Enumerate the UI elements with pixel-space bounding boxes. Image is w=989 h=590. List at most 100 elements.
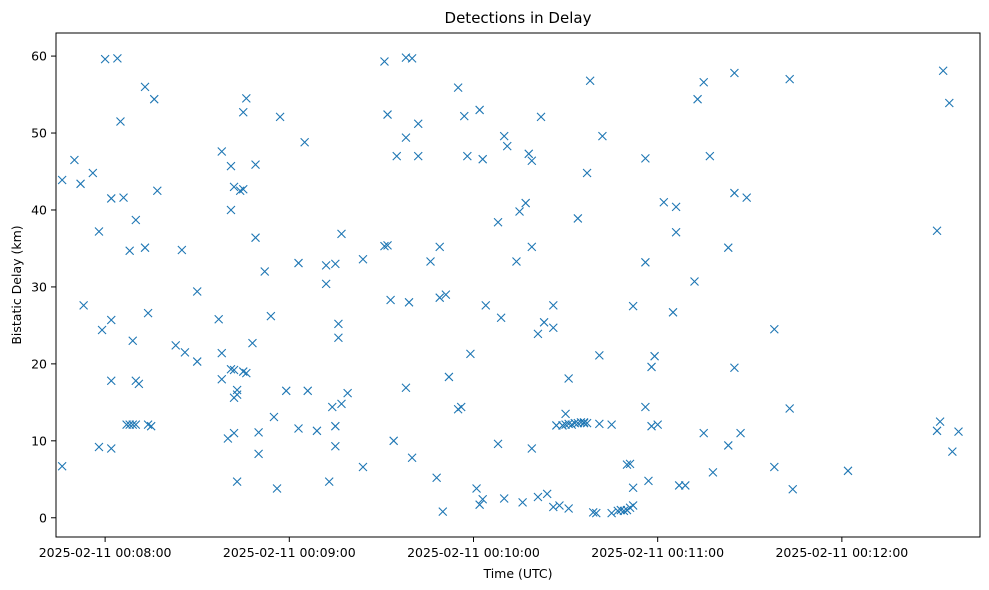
x-tick-label: 2025-02-11 00:11:00: [591, 545, 724, 560]
data-point: [462, 151, 472, 161]
data-point: [478, 154, 488, 164]
y-tick-label: 60: [31, 49, 47, 64]
data-point: [742, 193, 752, 203]
data-point: [131, 420, 141, 430]
data-point: [932, 426, 942, 436]
data-point: [413, 119, 423, 129]
data-point: [327, 402, 337, 412]
data-point: [330, 259, 340, 269]
data-point: [343, 388, 353, 398]
data-point: [512, 257, 521, 266]
y-axis-label: Bistatic Delay (km): [9, 225, 24, 344]
data-point: [564, 374, 574, 383]
plot-area: 2025-02-11 00:08:00 2025-02-11 00:09:00 20…: [31, 32, 981, 560]
data-point: [619, 506, 629, 516]
data-point: [843, 466, 853, 476]
data-point: [628, 301, 638, 311]
data-point: [548, 301, 558, 310]
data-point: [591, 508, 601, 518]
data-point: [334, 333, 343, 343]
plot-frame: [55, 32, 981, 538]
data-point: [275, 112, 285, 122]
data-point: [542, 489, 552, 499]
data-point: [266, 311, 276, 321]
data-point: [358, 462, 368, 472]
data-point: [171, 341, 181, 350]
data-point: [579, 417, 589, 427]
data-point: [140, 82, 150, 92]
data-point: [217, 147, 227, 156]
data-point: [785, 404, 795, 413]
data-point: [143, 308, 153, 318]
y-tick-label: 0: [39, 510, 47, 525]
data-point: [582, 418, 592, 428]
data-point: [693, 94, 702, 104]
data-point: [358, 254, 368, 264]
data-point: [149, 94, 159, 104]
data-point: [76, 179, 85, 189]
data-point: [723, 243, 733, 253]
data-point: [674, 481, 684, 490]
data-point: [97, 325, 107, 335]
data-point: [334, 319, 343, 329]
data-point: [254, 449, 263, 459]
data-point: [785, 74, 795, 84]
data-point: [177, 245, 187, 255]
data-points: [57, 53, 963, 518]
data-point: [407, 54, 417, 63]
data-point: [57, 461, 67, 471]
data-point: [192, 357, 202, 366]
data-point: [453, 83, 463, 93]
data-point: [152, 186, 162, 196]
data-point: [456, 402, 466, 412]
data-point: [392, 151, 402, 161]
data-point: [769, 324, 779, 334]
data-point: [769, 462, 779, 472]
data-point: [380, 241, 389, 251]
data-point: [524, 149, 534, 159]
data-point: [628, 483, 638, 493]
data-point: [229, 365, 239, 375]
data-point: [116, 117, 125, 126]
data-point: [401, 133, 411, 143]
data-point: [232, 385, 242, 395]
data-point: [254, 427, 263, 437]
data-point: [337, 229, 346, 239]
data-point: [251, 233, 260, 243]
data-point: [680, 481, 690, 490]
data-point: [536, 112, 546, 122]
data-point: [932, 226, 942, 236]
data-point: [607, 420, 617, 430]
data-point: [383, 240, 392, 250]
data-point: [413, 151, 423, 161]
data-point: [668, 307, 678, 317]
data-point: [730, 68, 739, 78]
data-point: [472, 484, 481, 493]
data-point: [582, 168, 592, 178]
data-point: [226, 161, 236, 171]
data-point: [625, 459, 635, 469]
data-point: [125, 246, 135, 256]
data-point: [708, 467, 718, 477]
data-point: [435, 242, 445, 252]
data-point: [432, 473, 442, 483]
data-point: [478, 494, 488, 504]
data-point: [337, 399, 346, 409]
data-point: [192, 287, 202, 296]
data-point: [300, 137, 310, 147]
data-point: [594, 351, 604, 360]
data-point: [143, 420, 153, 430]
data-point: [214, 314, 224, 324]
data-point: [441, 290, 451, 300]
data-point: [94, 442, 104, 452]
data-point: [401, 383, 411, 393]
data-point: [312, 426, 322, 436]
data-point: [564, 504, 574, 513]
data-point: [106, 444, 116, 453]
data-point: [502, 141, 512, 151]
data-point: [70, 155, 79, 165]
data-point: [954, 427, 963, 436]
data-point: [641, 257, 650, 267]
data-point: [594, 419, 604, 429]
data-point: [671, 202, 681, 212]
